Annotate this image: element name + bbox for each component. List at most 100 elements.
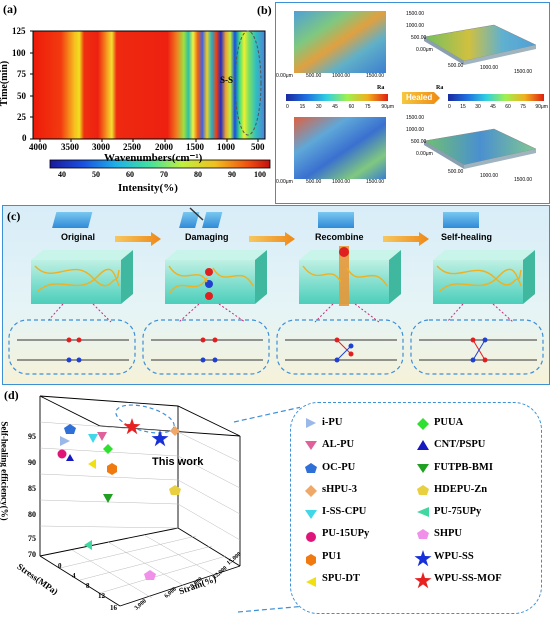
- y-tick: 125: [12, 26, 26, 36]
- stage-recombine: Recombine: [315, 232, 364, 242]
- afm-tick: 1500.00: [366, 73, 385, 79]
- afm-tick: 1500.00: [514, 69, 533, 75]
- afm-tick: 1000.00: [406, 127, 425, 133]
- afm-tick: 1000.00: [332, 73, 351, 79]
- y-tick: 50: [17, 91, 26, 101]
- z-tick: 70: [28, 550, 36, 559]
- x-tick: 500: [251, 142, 265, 152]
- healed-label: Healed: [406, 93, 433, 102]
- panel-d: (d): [0, 384, 550, 622]
- z-tick: 95: [28, 432, 36, 441]
- ra-tick: 90μm: [535, 104, 548, 110]
- legend-item: WPU-SS: [434, 551, 474, 562]
- stage-self-healing: Self-healing: [441, 232, 493, 242]
- ra-tick: 75: [520, 104, 526, 110]
- afm-tick: 0.00μm: [276, 179, 293, 185]
- afm-tick: 1500.00: [406, 11, 425, 17]
- x-axis-title: Wavenumbers(cm⁻¹): [104, 152, 203, 164]
- x-tick: 3500: [61, 142, 79, 152]
- legend-item: AL-PU: [322, 439, 355, 450]
- ra-ticks-right: 0 15 30 45 60 75 90μm: [448, 104, 548, 110]
- panel-a: (a): [0, 0, 272, 200]
- afm-tick: 500.00: [448, 169, 464, 175]
- ss-annotation: S-S: [220, 75, 234, 85]
- x-tick: 1500: [186, 142, 204, 152]
- stress-tick: 16: [110, 604, 117, 612]
- x-tick: 2500: [123, 142, 141, 152]
- ra-tick: 0: [286, 104, 289, 110]
- legend-item: PU1: [322, 551, 342, 562]
- ra-tick: 45: [332, 104, 338, 110]
- afm-tick: 0.00μm: [416, 151, 433, 157]
- colorbar-tick: 90: [228, 170, 236, 179]
- stress-tick: 8: [86, 582, 90, 590]
- afm-tick: 1000.00: [480, 173, 499, 179]
- afm-tick: 500.00: [306, 73, 322, 79]
- legend-item: OC-PU: [322, 462, 356, 473]
- ra-tick: 60: [348, 104, 355, 110]
- legend-box: [290, 402, 542, 614]
- legend-item: PUUA: [434, 417, 464, 428]
- stage-damaging: Damaging: [185, 232, 229, 242]
- panel-c-label: (c): [7, 209, 21, 223]
- colorbar-tick: 70: [160, 170, 168, 179]
- afm-tick: 0.00μm: [416, 47, 433, 53]
- afm-tick: 500.00: [306, 179, 322, 185]
- ra-tick: 30: [315, 104, 322, 110]
- afm-tick: 1000.00: [406, 23, 425, 29]
- x-tick: 1000: [217, 142, 235, 152]
- stress-tick: 4: [72, 572, 76, 580]
- x-tick: 3000: [92, 142, 110, 152]
- legend-item: FUTPB-BMI: [434, 462, 493, 473]
- colorbar-tick: 40: [58, 170, 66, 179]
- legend-item: i-PU: [322, 417, 343, 428]
- afm-tick: 500.00: [411, 35, 427, 41]
- afm-bottom-flat: [294, 117, 386, 179]
- stress-tick: 0: [58, 562, 62, 570]
- panel-c: (c): [2, 205, 550, 385]
- this-work-annotation: This work: [152, 456, 204, 468]
- mechanism-illustration: [8, 207, 544, 375]
- afm-tick: 1500.00: [514, 177, 533, 183]
- colorbar-tick: 80: [194, 170, 202, 179]
- legend-item: PU-15UPy: [322, 528, 370, 539]
- z-tick: 80: [28, 510, 36, 519]
- z-tick: 85: [28, 484, 36, 493]
- z-tick: 75: [28, 534, 36, 543]
- ra-tick: 90μm: [381, 104, 394, 110]
- stage-original: Original: [61, 232, 96, 242]
- colorbar-title: Intensity(%): [118, 182, 178, 194]
- colorbar-tick: 100: [254, 170, 266, 179]
- legend-item: HDEPU-Zn: [434, 484, 488, 495]
- legend-item: sHPU-3: [322, 484, 357, 495]
- ra-tick: 0: [448, 104, 451, 110]
- colorbar-tick: 60: [126, 170, 134, 179]
- legend-item: SPU-DT: [322, 573, 360, 584]
- ra-tick: 30: [475, 104, 481, 110]
- legend-item: I-SS-CPU: [322, 506, 367, 517]
- ra-tick: 45: [490, 104, 496, 110]
- panel-b-label: (b): [257, 3, 272, 17]
- ra-tick: 15: [460, 104, 466, 110]
- ftir-heatmap: [30, 30, 271, 169]
- ra-ticks-left: 0 15 30 45 60 75 90μm: [286, 104, 394, 110]
- afm-tick: 500.00: [448, 63, 464, 69]
- y-tick: 100: [12, 48, 26, 58]
- y-tick: 0: [22, 133, 27, 143]
- legend-item: SHPU: [434, 528, 463, 539]
- afm-tick: 1000.00: [480, 65, 499, 71]
- x-tick: 4000: [29, 142, 47, 152]
- afm-tick: 500.00: [411, 139, 427, 145]
- legend-markers: [305, 418, 432, 589]
- legend-item: CNT/PSPU: [434, 439, 486, 450]
- panel-d-label: (d): [4, 388, 19, 402]
- panel-b: (b) 0.00μm 500.00 1000.00 1500.00 1500.0…: [257, 2, 550, 204]
- ra-label: Ra: [377, 85, 385, 91]
- z-axis-title: Self-healing efficiency(%): [0, 421, 10, 521]
- panel-a-label: (a): [3, 2, 17, 16]
- stress-tick: 12: [98, 592, 105, 600]
- afm-bottom-3d: [423, 128, 537, 169]
- afm-tick: 0.00μm: [276, 73, 293, 79]
- ra-tick: 60: [505, 104, 511, 110]
- legend-item: WPU-SS-MOF: [434, 573, 502, 584]
